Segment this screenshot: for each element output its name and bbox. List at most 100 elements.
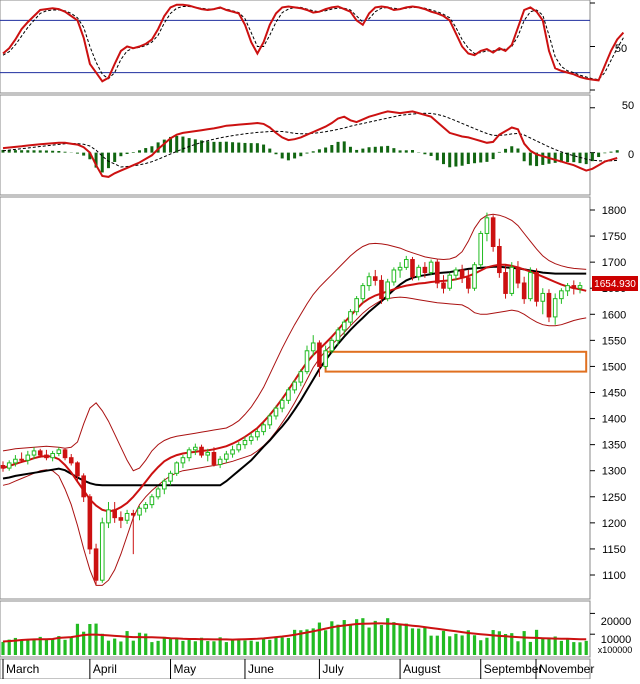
candle-body: [68, 457, 74, 464]
price-tick-label: 1150: [602, 544, 626, 556]
volume-bar: [417, 628, 421, 655]
candle-body: [130, 512, 136, 516]
candle-body: [484, 217, 490, 234]
volume-bar: [454, 633, 458, 655]
volume-bar: [497, 631, 501, 655]
candle-body: [137, 507, 142, 516]
bollinger-upper-band: [2, 213, 587, 472]
volume-bar: [26, 640, 30, 655]
candle-body: [466, 277, 471, 289]
volume-bar: [44, 639, 49, 655]
candle-body: [354, 298, 359, 313]
volume-bars: [1, 612, 595, 655]
month-label: August: [403, 662, 441, 676]
volume-bar: [565, 638, 570, 655]
candle-body: [81, 475, 86, 498]
candle-body: [329, 339, 335, 352]
volume-bar: [100, 633, 104, 655]
volume-bar: [206, 641, 210, 655]
candle-body: [193, 446, 198, 451]
macd-histogram: [1, 135, 619, 173]
volume-bar: [317, 622, 322, 655]
volume-bar: [559, 640, 563, 655]
candle-body: [447, 274, 453, 289]
candle-body: [416, 266, 421, 278]
candle-body: [255, 431, 260, 438]
volume-bar: [125, 631, 129, 655]
volume-bar: [361, 618, 365, 655]
candle-body: [577, 285, 583, 289]
volume-bar: [355, 619, 359, 655]
month-label: July: [322, 662, 343, 676]
volume-bar: [218, 637, 222, 655]
volume-bar: [7, 639, 11, 655]
candle-body: [472, 264, 477, 289]
volume-bar: [342, 620, 346, 655]
candle-body: [509, 266, 515, 294]
candle-body: [428, 261, 434, 274]
candle-body: [217, 458, 223, 465]
volume-bar: [1, 641, 5, 655]
volume-bar: [175, 638, 179, 655]
price-tick-label: 1100: [602, 570, 626, 582]
volume-bar: [131, 640, 135, 655]
candle-body: [317, 342, 322, 367]
volume-bar: [373, 620, 377, 655]
volume-bar: [274, 637, 278, 655]
volume-bar: [187, 640, 191, 655]
volume-bar: [441, 630, 446, 655]
volume-bar: [75, 623, 80, 655]
volume-bar: [113, 638, 117, 655]
candle-body: [323, 350, 328, 367]
candle-body: [248, 436, 254, 441]
month-label: April: [93, 662, 117, 676]
volume-average-line: [2, 622, 587, 643]
price-tick-label: 1450: [602, 388, 626, 400]
volume-bar: [88, 624, 92, 655]
volume-bar: [119, 641, 123, 655]
volume-pane: 20000 10000 x100000: [0, 600, 633, 658]
volume-bar: [466, 630, 470, 655]
candle-body: [31, 450, 37, 456]
volume-bar: [379, 625, 384, 655]
candle-body: [335, 329, 341, 341]
volume-bar: [51, 638, 55, 655]
volume-bar: [261, 638, 266, 655]
volume-bar: [510, 633, 514, 655]
macd-tick-0: 0: [628, 149, 634, 161]
volume-bar: [336, 624, 340, 655]
candle-body: [528, 272, 533, 300]
volume-scale-label: x100000: [598, 645, 633, 655]
volume-bar: [572, 642, 576, 655]
candle-body: [236, 444, 242, 451]
candle-body: [261, 424, 266, 433]
volume-bar: [324, 630, 328, 655]
candle-body: [490, 217, 496, 247]
candle-body: [99, 522, 105, 581]
candle-body: [341, 321, 347, 331]
candle-body: [546, 292, 552, 318]
volume-bar: [156, 640, 160, 655]
price-tick-label: 1250: [602, 492, 626, 504]
volume-tick-20000: 20000: [601, 616, 632, 628]
candle-body: [397, 266, 403, 271]
stochastic-grid: [590, 2, 595, 91]
candle-body: [552, 298, 558, 318]
month-label: September: [484, 662, 543, 676]
candle-body: [360, 285, 366, 300]
price-axis-ticks: 1800175017001650160015501500145014001350…: [602, 205, 626, 582]
volume-bar: [286, 637, 290, 655]
price-tick-label: 1750: [602, 231, 626, 243]
macd-pane: 50 0: [0, 94, 634, 196]
month-label: March: [6, 662, 39, 676]
candle-body: [224, 453, 229, 460]
volume-bar: [429, 635, 433, 655]
volume-bar: [144, 633, 148, 655]
stochastic-d-line: [2, 6, 624, 81]
volume-bar: [528, 641, 532, 655]
month-label: June: [248, 662, 274, 676]
candle-body: [279, 399, 285, 409]
volume-bar: [212, 641, 216, 655]
volume-bar: [435, 635, 439, 655]
